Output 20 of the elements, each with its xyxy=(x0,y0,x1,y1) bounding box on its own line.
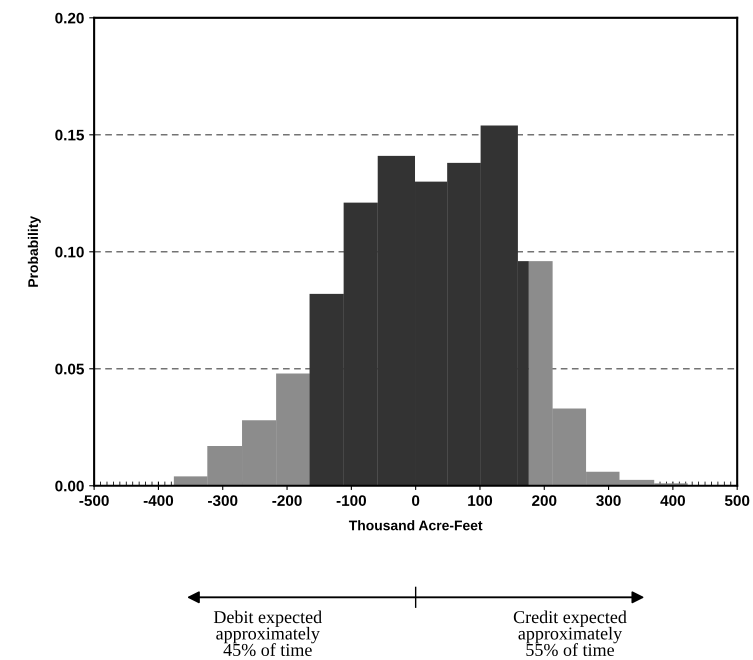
y-tick-label: 0.10 xyxy=(55,246,84,258)
x-tick-label: 200 xyxy=(532,495,556,506)
x-tick-label: -500 xyxy=(79,495,109,506)
x-tick-label: -100 xyxy=(336,495,366,506)
x-tick-label: -400 xyxy=(144,495,174,506)
x-tick-label: 400 xyxy=(660,495,685,506)
y-tick-label: 0.00 xyxy=(55,480,84,492)
x-axis-title: Thousand Acre-Feet xyxy=(348,520,482,530)
text: Credit expected approximately 55% of time xyxy=(514,610,627,656)
x-tick-label: 100 xyxy=(468,495,492,506)
x-tick-label: 0 xyxy=(412,495,420,506)
x-tick-label: 300 xyxy=(596,495,621,506)
text: Debit expected approximately 45% of time xyxy=(214,610,322,656)
y-tick-label: 0.20 xyxy=(55,12,84,24)
y-tick-label: 0.15 xyxy=(55,130,84,140)
y-axis-title: Probability xyxy=(28,216,41,287)
y-tick-label: 0.05 xyxy=(55,364,84,374)
x-tick-label: -200 xyxy=(272,495,302,506)
x-tick-label: -300 xyxy=(208,495,238,506)
x-tick-label: 500 xyxy=(724,495,750,506)
